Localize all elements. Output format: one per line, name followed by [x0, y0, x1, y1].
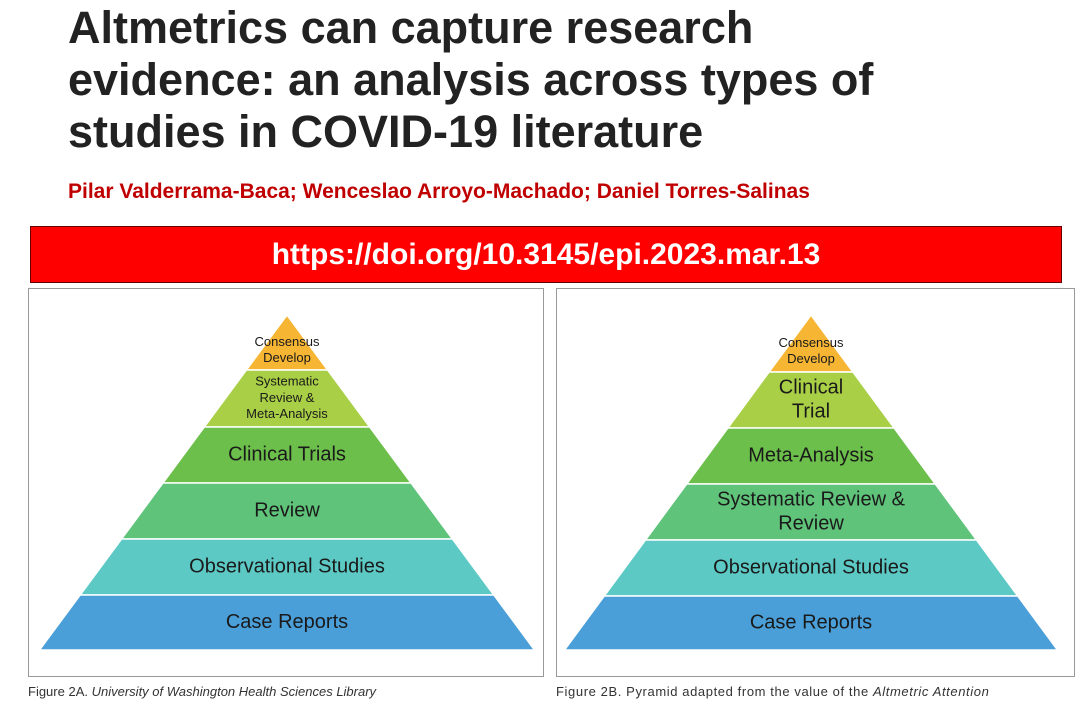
title: Altmetrics can capture research evidence… [68, 2, 873, 158]
caption: Figure 2B. Pyramid adapted from the valu… [556, 684, 989, 699]
tier-label: Develop [787, 351, 835, 366]
figure-panel [556, 288, 1075, 677]
tier-label: Consensus [254, 334, 320, 349]
tier-label: Case Reports [750, 611, 872, 633]
caption-text: Figure 2B. Pyramid adapted from the valu… [556, 684, 869, 699]
tier-label: Review & [260, 390, 315, 405]
tier-label: Review [778, 512, 844, 534]
pyramid-tier [38, 594, 536, 651]
doi-banner: https://doi.org/10.3145/epi.2023.mar.13 [30, 226, 1062, 283]
tier-label: Observational Studies [713, 556, 909, 578]
tier-label: Systematic Review & [717, 488, 905, 510]
figure-panel [28, 288, 544, 677]
tier-label: Trial [792, 400, 830, 422]
title-line: Altmetrics can capture research [68, 2, 754, 53]
tier-label: Consensus [778, 335, 844, 350]
authors: Pilar Valderrama-Baca; Wenceslao Arroyo-… [68, 180, 810, 203]
tier-label: Clinical Trials [228, 443, 346, 465]
tier-label: Meta-Analysis [246, 406, 328, 421]
tier-label: Review [254, 499, 320, 521]
title-line: studies in COVID-19 literature [68, 106, 704, 157]
tier-label: Observational Studies [189, 555, 385, 577]
tier-label: Clinical [779, 376, 843, 398]
title-line: evidence: an analysis across types of [68, 54, 874, 105]
tier-label: Develop [263, 350, 311, 365]
pyramid-tier [563, 595, 1059, 651]
tier-label: Meta-Analysis [748, 444, 874, 466]
caption-italic: Altmetric Attention [873, 684, 990, 699]
caption: Figure 2A. University of Washington Heal… [28, 684, 376, 699]
tier-label: Systematic [255, 374, 319, 389]
caption-text: Figure 2A. [28, 684, 88, 699]
caption-italic: University of Washington Health Sciences… [91, 684, 377, 699]
tier-label: Case Reports [226, 611, 348, 633]
